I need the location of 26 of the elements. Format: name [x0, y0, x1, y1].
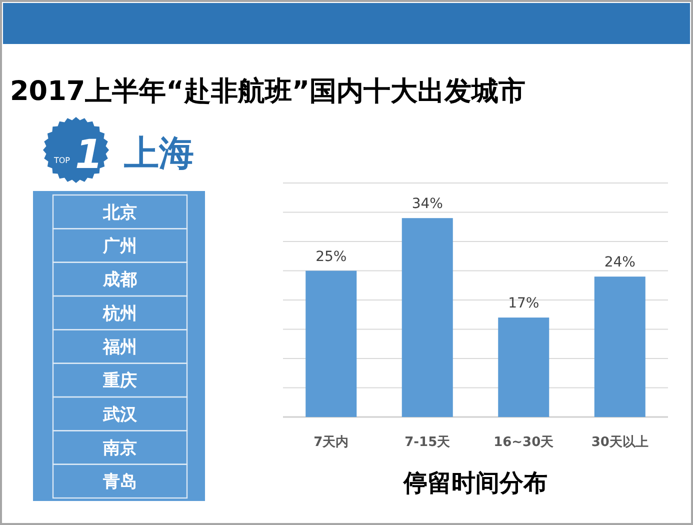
category-label: 广州 — [102, 236, 137, 256]
data-label: 17% — [508, 296, 540, 312]
text: 2017上半年“赴非航班”国内十大出发城市 — [10, 76, 526, 107]
bar — [306, 270, 357, 417]
category-label: 北京 — [102, 202, 137, 223]
category-label: 杭州 — [102, 304, 137, 324]
category-label: 武汉 — [102, 404, 138, 425]
x-tick-label: 16~30天 — [494, 435, 555, 450]
x-tick-label: 30天以上 — [591, 435, 648, 450]
category-label: 成都 — [102, 270, 137, 290]
category-label: 福州 — [102, 338, 137, 358]
bar — [594, 276, 646, 417]
data-label: 25% — [316, 248, 347, 265]
category-label: 南京 — [102, 438, 137, 458]
text: TOP — [52, 156, 70, 165]
x-axis-title: 停留时间分布 — [402, 469, 548, 497]
text: 1 — [75, 132, 103, 178]
data-label: 34% — [412, 196, 443, 212]
bar — [498, 318, 550, 417]
bar — [402, 218, 453, 417]
x-tick-label: 7-15天 — [404, 435, 452, 450]
category-label: 青岛 — [102, 472, 137, 492]
category-label: 重庆 — [102, 371, 137, 392]
x-tick-label: 7天内 — [314, 435, 349, 450]
data-label: 24% — [604, 254, 636, 271]
text: 上海 — [123, 134, 194, 174]
